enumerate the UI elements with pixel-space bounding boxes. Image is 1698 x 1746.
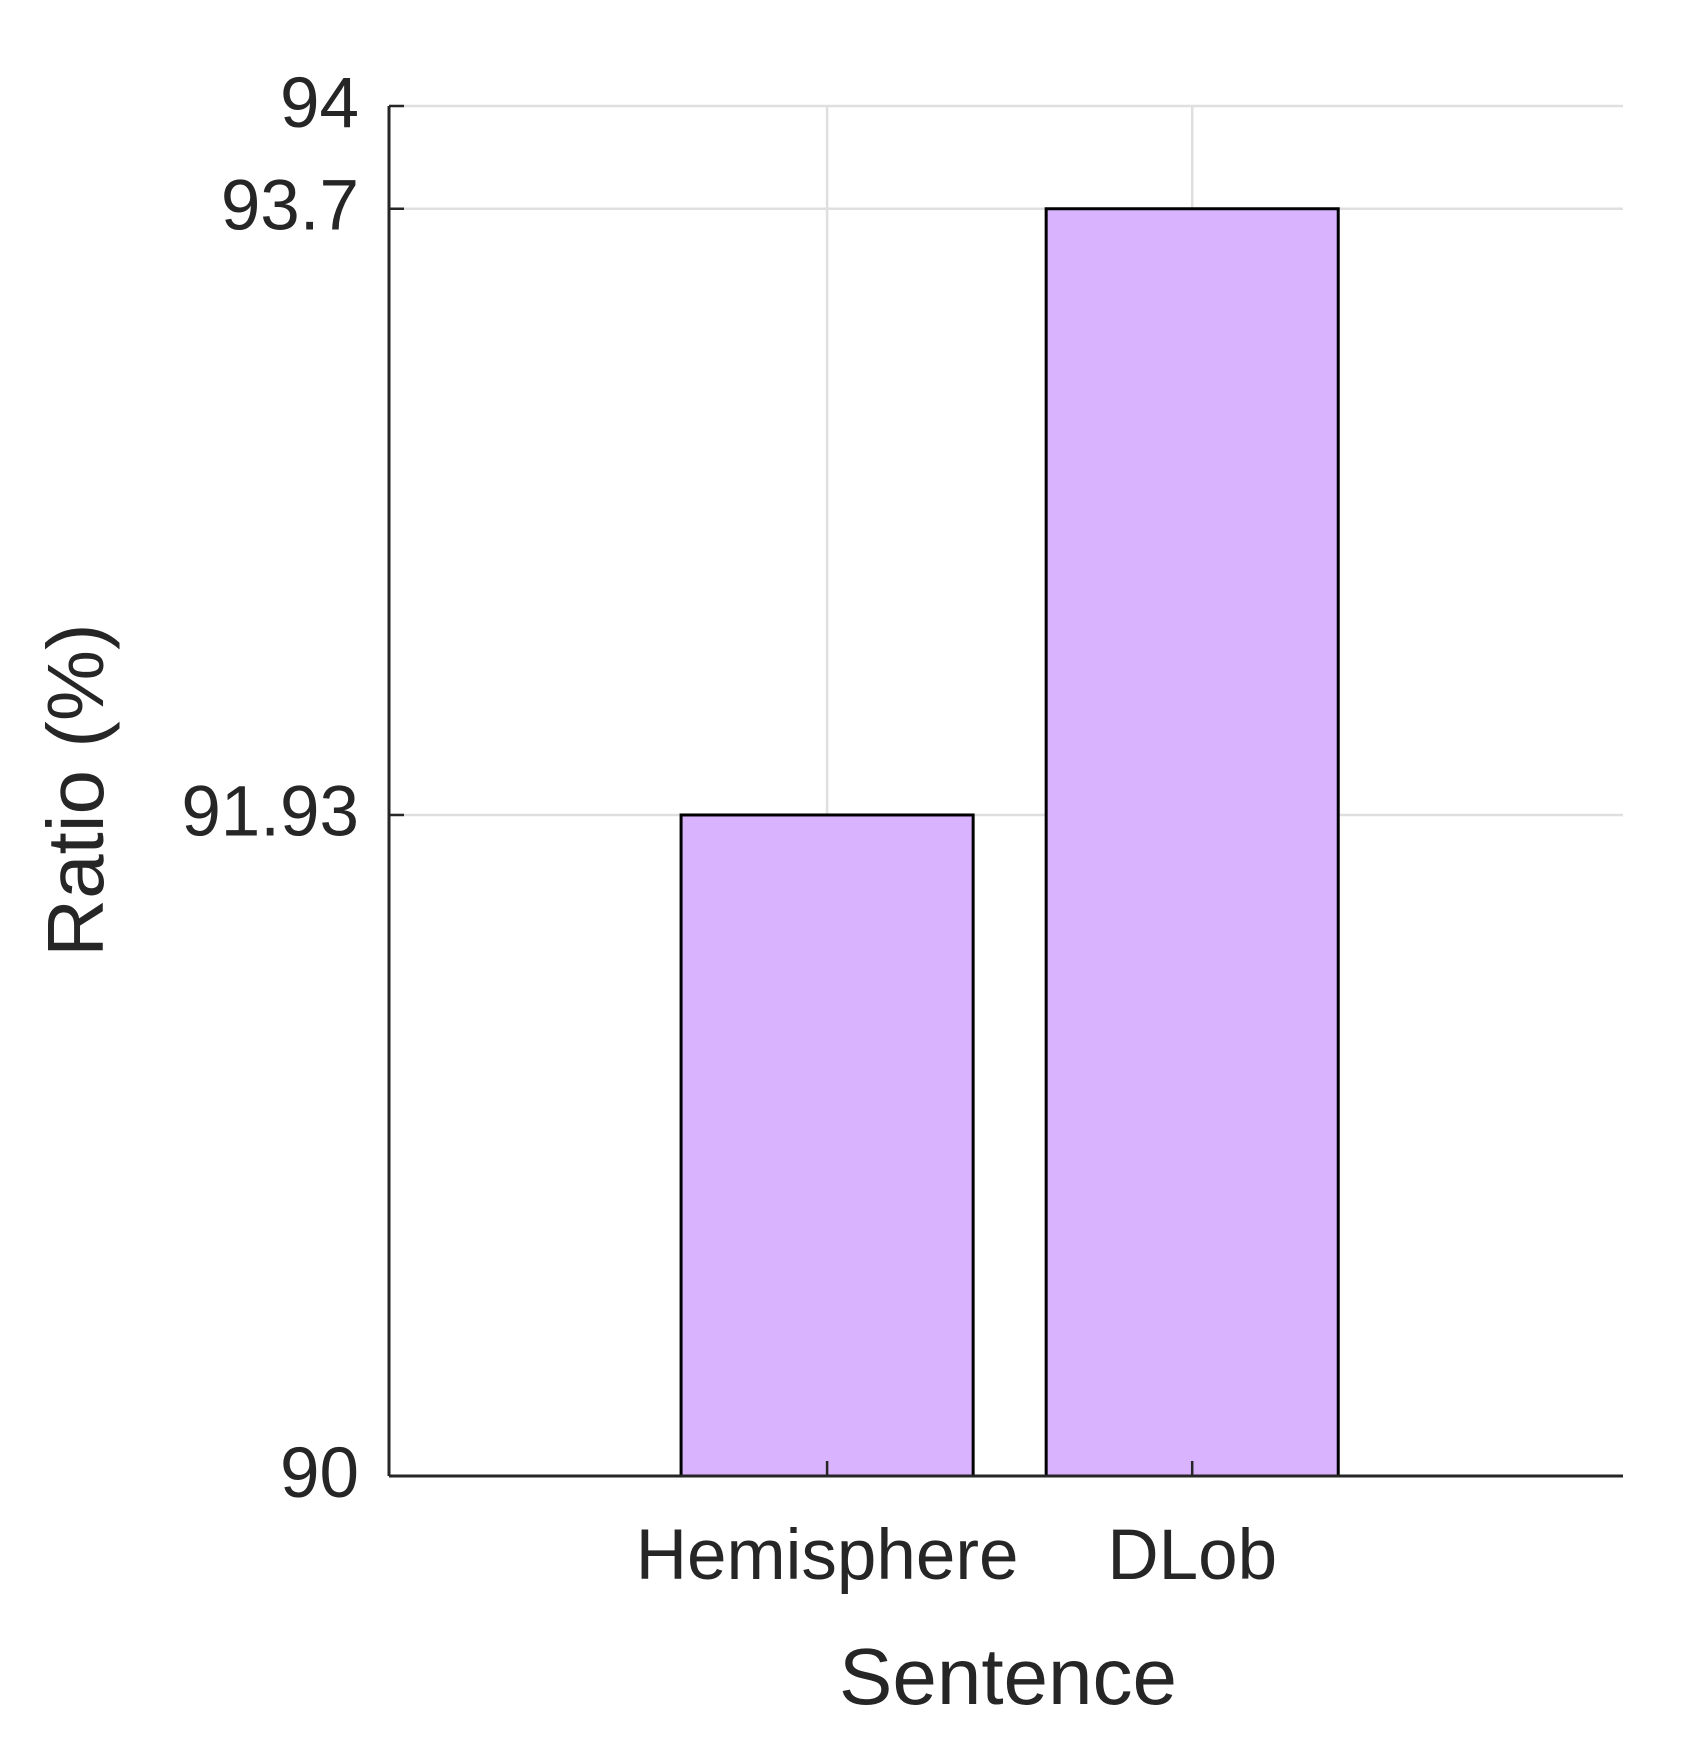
x-tick-label: Hemisphere bbox=[636, 1516, 1019, 1595]
y-tick-label: 91.93 bbox=[181, 773, 359, 852]
bar bbox=[679, 813, 975, 1478]
y-axis-label: Ratio (%) bbox=[31, 623, 120, 956]
x-axis-label: Sentence bbox=[839, 1632, 1177, 1721]
y-tick-label: 90 bbox=[280, 1434, 359, 1513]
x-tick-label: DLob bbox=[1107, 1516, 1277, 1595]
y-tick-label: 93.7 bbox=[221, 167, 359, 246]
bar bbox=[1044, 207, 1340, 1478]
y-tick-label: 94 bbox=[280, 64, 359, 143]
